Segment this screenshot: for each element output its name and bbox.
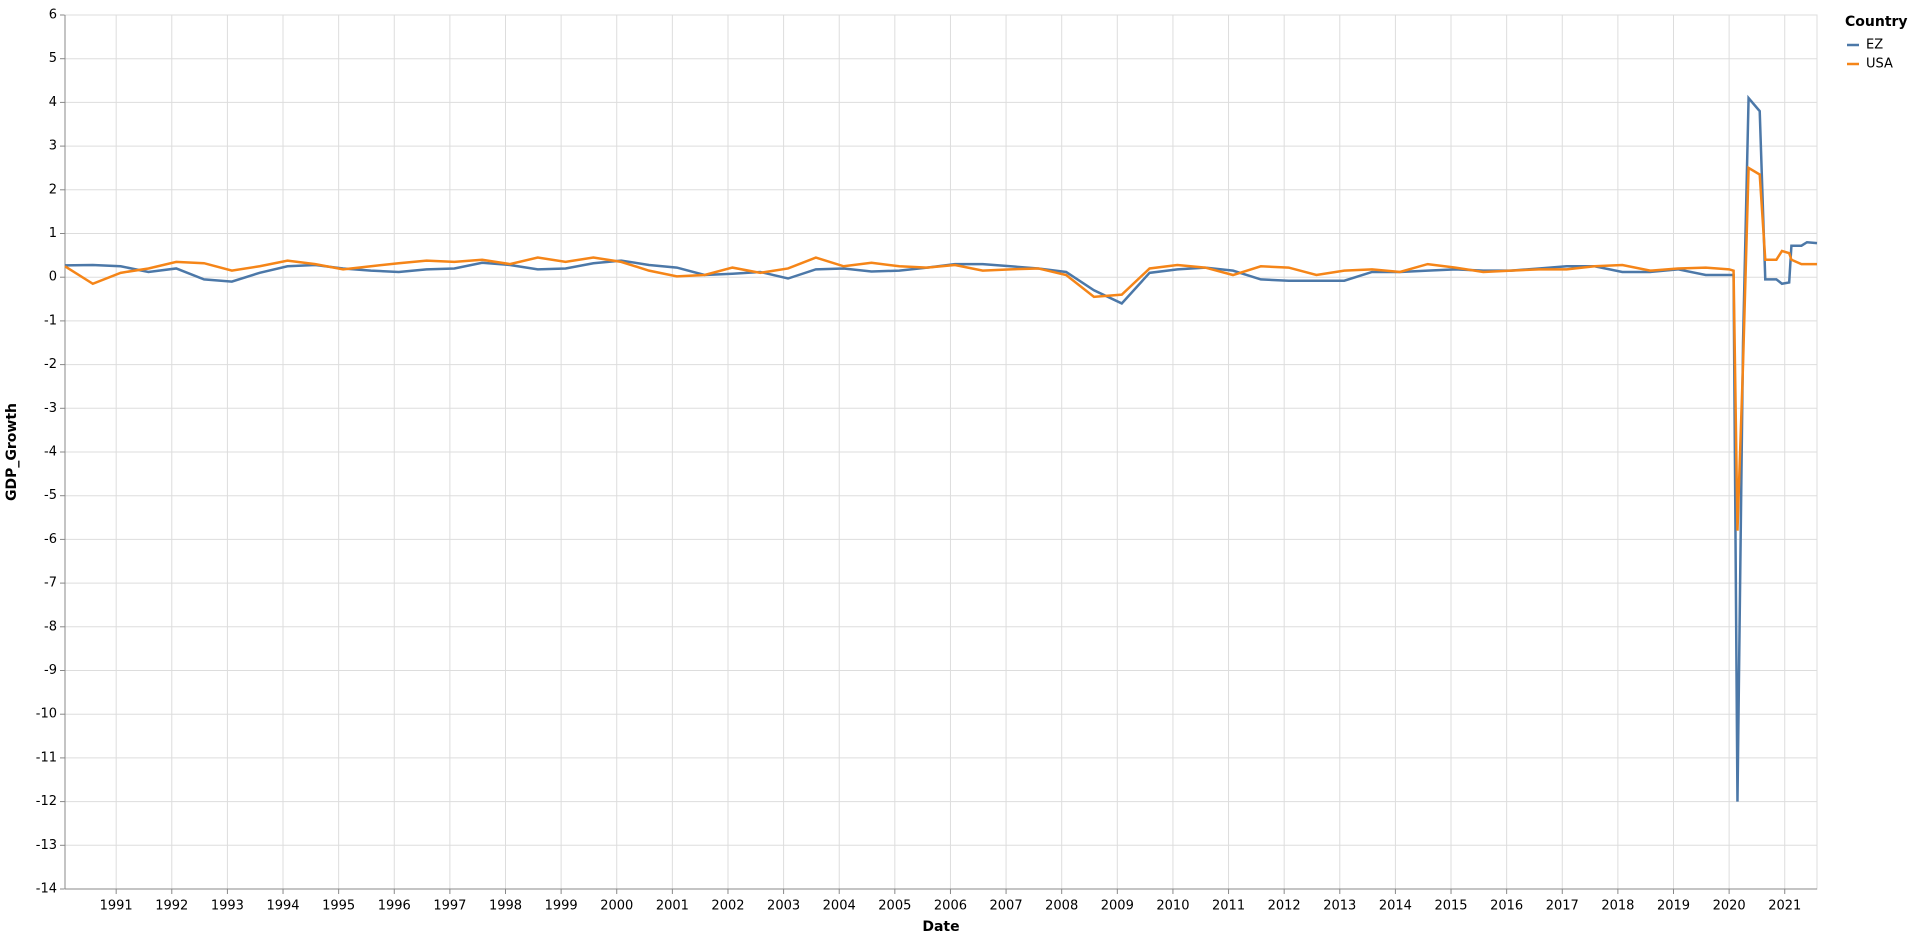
y-tick-label: 5 (49, 51, 57, 66)
y-tick-label: -7 (44, 576, 57, 591)
x-tick-label: 2000 (600, 899, 633, 914)
x-tick-label: 2001 (656, 899, 689, 914)
x-tick-label: 2005 (878, 899, 911, 914)
y-tick-label: -8 (44, 619, 57, 634)
y-tick-label: -14 (36, 882, 57, 897)
x-tick-label: 1995 (322, 899, 355, 914)
y-tick-label: -4 (44, 445, 57, 460)
y-tick-label: -12 (36, 794, 57, 809)
y-tick-label: 2 (49, 182, 57, 197)
y-tick-label: 4 (49, 95, 57, 110)
legend-label: USA (1866, 57, 1893, 72)
y-tick-label: -1 (44, 313, 57, 328)
y-tick-label: 1 (49, 226, 57, 241)
x-tick-label: 2006 (934, 899, 967, 914)
y-tick-label: 0 (49, 270, 57, 285)
x-tick-label: 2021 (1768, 899, 1801, 914)
y-tick-label: -6 (44, 532, 57, 547)
x-tick-label: 2009 (1101, 899, 1134, 914)
x-tick-label: 1996 (378, 899, 411, 914)
y-tick-label: -9 (44, 663, 57, 678)
legend-title: Country (1845, 14, 1908, 30)
x-tick-label: 1999 (545, 899, 578, 914)
x-tick-label: 1997 (433, 899, 466, 914)
x-tick-label: 2015 (1434, 899, 1467, 914)
x-tick-label: 2014 (1379, 899, 1412, 914)
x-tick-label: 2003 (767, 899, 800, 914)
line (64, 94, 1818, 802)
y-tick-label: -2 (44, 357, 57, 372)
y-tick-label: -3 (44, 401, 57, 416)
y-tick-label: 3 (49, 139, 57, 154)
y-tick-label: -10 (36, 707, 57, 722)
y-tick-label: -13 (36, 838, 57, 853)
x-axis-title: Date (922, 919, 959, 935)
x-tick-label: 2007 (990, 899, 1023, 914)
x-tick-label: 2002 (711, 899, 744, 914)
x-tick-label: 1994 (266, 899, 299, 914)
x-tick-label: 2020 (1713, 899, 1746, 914)
x-tick-label: 2016 (1490, 899, 1523, 914)
x-tick-label: 2012 (1268, 899, 1301, 914)
x-tick-label: 2010 (1156, 899, 1189, 914)
legend-label: EZ (1866, 38, 1883, 53)
x-tick-label: 1992 (155, 899, 188, 914)
x-tick-label: 1993 (211, 899, 244, 914)
x-tick-label: 1998 (489, 899, 522, 914)
x-tick-label: 2019 (1657, 899, 1690, 914)
x-tick-label: 2008 (1045, 899, 1078, 914)
x-tick-label: 2018 (1601, 899, 1634, 914)
y-tick-label: -11 (36, 750, 57, 765)
y-tick-label: -5 (44, 488, 57, 503)
x-tick-label: 2017 (1546, 899, 1579, 914)
y-tick-label: 6 (49, 8, 57, 23)
x-tick-label: 2013 (1323, 899, 1356, 914)
x-tick-label: 2004 (823, 899, 856, 914)
x-tick-label: 2011 (1212, 899, 1245, 914)
x-tick-label: 1991 (100, 899, 133, 914)
line (64, 165, 1817, 531)
y-axis-title: GDP_Growth (4, 403, 20, 501)
